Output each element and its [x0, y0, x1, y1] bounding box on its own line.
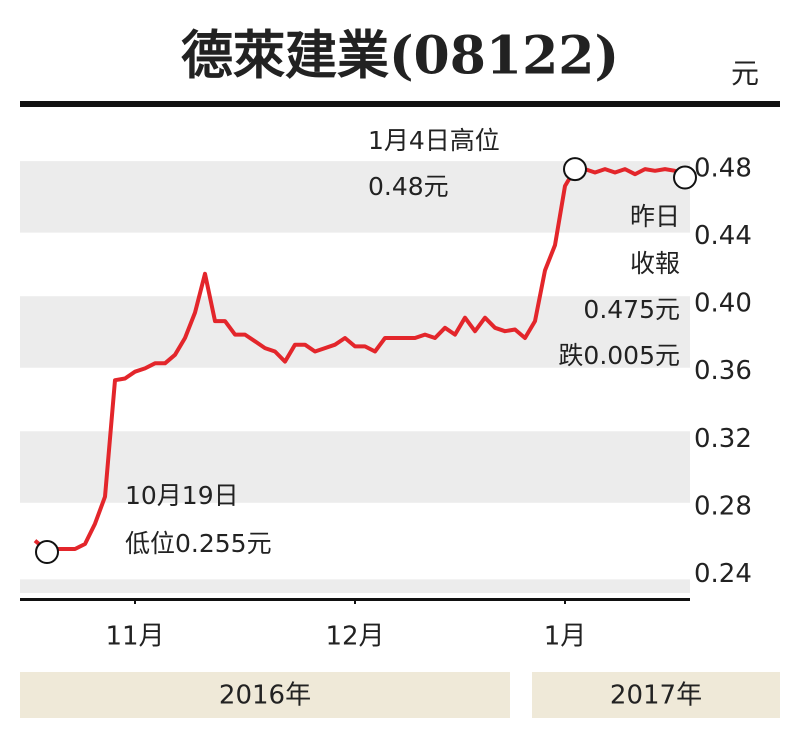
- x-tick-label: 11月: [105, 622, 164, 652]
- marker: [563, 157, 587, 182]
- annotation: 昨日: [630, 202, 680, 231]
- annotation: 收報: [630, 249, 680, 278]
- bands: [20, 161, 690, 593]
- annotation: 跌0.005元: [558, 341, 680, 370]
- annotation: 1月4日高位: [368, 126, 500, 155]
- y-tick-label: 0.40: [694, 289, 752, 319]
- unit-label: 元: [731, 57, 759, 90]
- y-tick-label: 0.32: [694, 424, 752, 454]
- band: [20, 296, 690, 368]
- year-label: 2017年: [610, 681, 702, 711]
- marker: [35, 540, 59, 565]
- x-tick-label: 1月: [544, 622, 587, 652]
- annotation: 低位0.255元: [125, 529, 272, 558]
- band: [20, 579, 690, 593]
- annotation: 10月19日: [125, 481, 239, 510]
- year-band: [532, 672, 780, 718]
- y-tick-label: 0.36: [694, 356, 752, 386]
- marker: [673, 165, 697, 190]
- y-tick-label: 0.44: [694, 221, 752, 251]
- y-tick-label: 0.28: [694, 491, 752, 521]
- annotation: 0.475元: [583, 295, 680, 324]
- title-rule: [20, 101, 780, 107]
- x-tick-label: 12月: [325, 622, 384, 652]
- annotation: 0.48元: [368, 172, 449, 201]
- band: [20, 431, 690, 503]
- y-tick-label: 0.48: [694, 154, 752, 184]
- year-band: [20, 672, 510, 718]
- chart-title: 德萊建業(08122): [181, 26, 619, 87]
- year-label: 2016年: [219, 681, 311, 711]
- y-tick-label: 0.24: [694, 559, 752, 589]
